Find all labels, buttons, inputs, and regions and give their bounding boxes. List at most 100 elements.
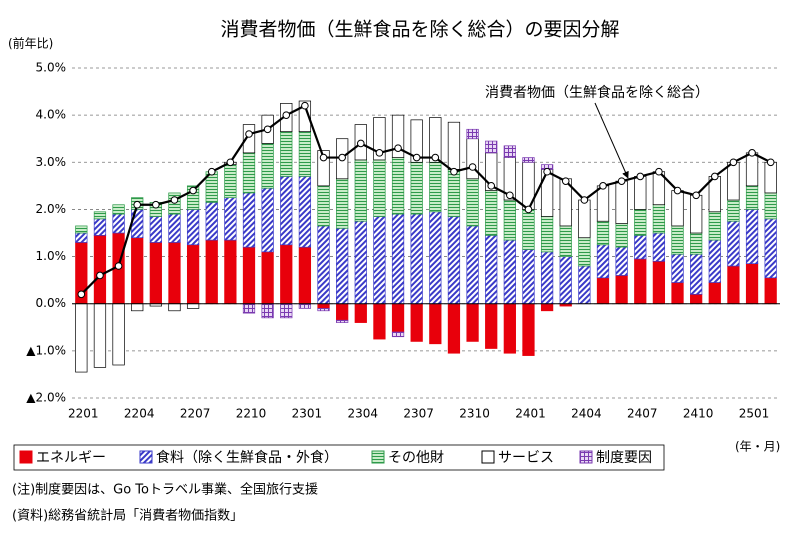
x-tick-label: 2207 <box>180 407 211 421</box>
line-marker <box>170 196 179 204</box>
bar-segment <box>634 258 647 305</box>
bar-segment <box>112 204 125 215</box>
bar-segment <box>522 249 535 305</box>
bar-segment <box>615 246 628 276</box>
bar-segment <box>652 232 666 262</box>
line-marker <box>673 186 682 195</box>
bar-segment <box>354 159 367 222</box>
bar-segment <box>727 220 740 267</box>
bar-segment <box>429 303 442 345</box>
line-marker <box>189 186 197 195</box>
bar-segment <box>540 303 554 312</box>
bar-segment <box>727 161 740 201</box>
bar-segment <box>224 197 237 241</box>
bar-segment <box>131 209 144 239</box>
line-marker <box>114 262 123 270</box>
bar-segment <box>280 176 293 246</box>
bar-segment <box>261 251 274 305</box>
x-tick-label: 2204 <box>124 407 155 421</box>
bar-segment <box>690 232 703 255</box>
bar-segment <box>745 185 759 210</box>
bar-segment <box>485 140 498 154</box>
bar-segment <box>391 157 405 215</box>
bar-segment <box>503 239 516 305</box>
bar-segment <box>242 124 256 154</box>
x-tick-label: 2501 <box>739 407 770 421</box>
bar-segment <box>261 187 274 253</box>
bar-segment <box>429 117 442 163</box>
bar-segment <box>485 303 498 349</box>
x-unit: (年・月) <box>735 440 780 454</box>
bar-segment <box>93 303 107 368</box>
bar-segment <box>131 303 144 312</box>
line-marker <box>338 153 346 162</box>
bar-segment <box>652 204 666 234</box>
line-marker <box>77 290 86 299</box>
bar-segment <box>522 157 535 163</box>
bar-segment <box>391 331 405 338</box>
bar-segment <box>280 303 293 319</box>
bar-segment <box>540 169 554 217</box>
bar-segment <box>615 180 628 224</box>
bar-segment <box>690 253 703 295</box>
bar-segment <box>764 277 777 305</box>
bar-segment <box>317 303 330 309</box>
bar-segment <box>298 131 312 177</box>
bar-segment <box>75 232 88 243</box>
bar-segment <box>317 185 330 227</box>
y-tick-label: 3.0% <box>36 155 67 169</box>
legend-swatch <box>139 450 153 464</box>
bar-segment <box>410 213 423 305</box>
y-tick-label: 0.0% <box>36 296 67 310</box>
bar-segment <box>578 199 591 239</box>
bar-segment <box>745 209 759 264</box>
bar-segment <box>522 303 535 356</box>
bar-segment <box>540 251 554 305</box>
bar-segment <box>764 218 777 279</box>
note: (資料)総務省統計局「消費者物価指数」 <box>12 508 243 524</box>
legend-swatch <box>371 450 385 464</box>
bar-segment <box>224 239 237 305</box>
bar-segment <box>373 303 386 340</box>
bar-segment <box>317 150 330 187</box>
bar-segment <box>93 218 107 236</box>
bar-segment <box>596 185 610 222</box>
line-marker <box>729 158 738 167</box>
line-marker <box>375 149 384 157</box>
bar-segment <box>429 161 442 213</box>
bar-segment <box>447 121 461 170</box>
bar-segment <box>242 303 256 314</box>
bar-segment <box>671 190 684 227</box>
bar-segment <box>596 277 610 305</box>
line <box>80 104 772 296</box>
bar-segment <box>466 303 479 342</box>
bar-segment <box>727 265 740 305</box>
bar-segment <box>727 199 740 222</box>
bar-segment <box>671 282 684 305</box>
bar-segment <box>391 303 405 333</box>
line-marker <box>207 167 216 176</box>
bar-segment <box>75 303 88 373</box>
bar-segment <box>485 190 498 236</box>
legend-label: 食料（除く生鮮食品・外食） <box>156 449 338 466</box>
bar-segment <box>745 263 759 305</box>
x-tick-label: 2310 <box>459 407 490 421</box>
bar-segment <box>242 152 256 194</box>
bar-segment <box>261 143 274 189</box>
bar-segment <box>764 161 777 194</box>
bar-segment <box>131 237 144 305</box>
bar-segment <box>336 319 349 323</box>
x-tick-label: 2401 <box>515 407 546 421</box>
bar-segment <box>298 100 312 132</box>
line-marker <box>412 153 421 162</box>
legend-label: エネルギー <box>36 450 106 466</box>
bar-segment <box>280 244 293 305</box>
bar-segment <box>596 244 610 279</box>
bar-segment <box>671 225 684 255</box>
line-marker <box>152 200 160 209</box>
y-tick-label: 2.0% <box>36 202 67 216</box>
bar-segment <box>466 138 479 180</box>
y-tick-label: 4.0% <box>36 108 67 122</box>
y-tick-label: 5.0% <box>36 61 67 75</box>
